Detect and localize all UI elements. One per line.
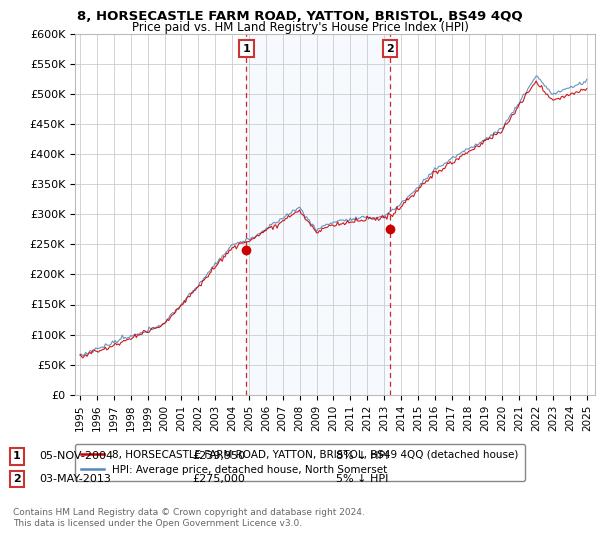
Text: 1: 1	[242, 44, 250, 54]
Text: Contains HM Land Registry data © Crown copyright and database right 2024.
This d: Contains HM Land Registry data © Crown c…	[13, 508, 365, 528]
Text: Price paid vs. HM Land Registry's House Price Index (HPI): Price paid vs. HM Land Registry's House …	[131, 21, 469, 34]
Text: 03-MAY-2013: 03-MAY-2013	[39, 474, 111, 484]
Text: 1: 1	[13, 451, 20, 461]
Text: 8% ↓ HPI: 8% ↓ HPI	[336, 451, 389, 461]
Bar	[247, 34, 390, 395]
Text: 2: 2	[386, 44, 394, 54]
Text: 8, HORSECASTLE FARM ROAD, YATTON, BRISTOL, BS49 4QQ: 8, HORSECASTLE FARM ROAD, YATTON, BRISTO…	[77, 10, 523, 23]
Text: 5% ↓ HPI: 5% ↓ HPI	[336, 474, 388, 484]
Text: 05-NOV-2004: 05-NOV-2004	[39, 451, 113, 461]
Text: 2: 2	[13, 474, 20, 484]
Text: £239,950: £239,950	[192, 451, 245, 461]
Text: £275,000: £275,000	[192, 474, 245, 484]
Legend: 8, HORSECASTLE FARM ROAD, YATTON, BRISTOL, BS49 4QQ (detached house), HPI: Avera: 8, HORSECASTLE FARM ROAD, YATTON, BRISTO…	[75, 444, 525, 481]
